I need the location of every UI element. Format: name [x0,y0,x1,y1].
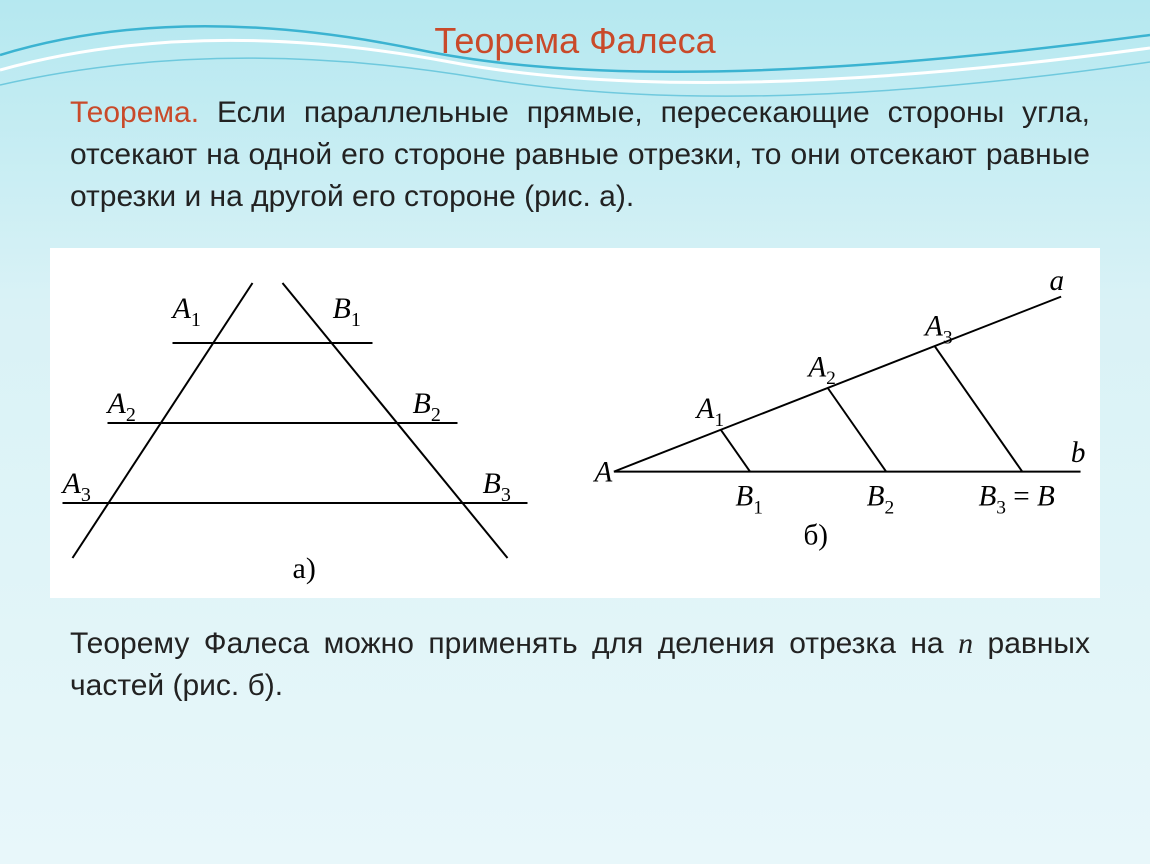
label-A3b: A3 [923,311,953,349]
label-B3-eq-B: B3 = B [978,481,1055,519]
footer-paragraph: Теорему Фалеса можно применять для делен… [0,598,1150,707]
figB-parallel-1 [721,430,750,472]
footer-n: n [958,627,973,660]
label-A3: A3 [61,467,91,506]
figA-side-right [283,283,508,558]
figA-caption: а) [293,552,316,585]
label-B1: B1 [333,292,361,331]
label-ray-a: a [1049,265,1064,297]
figB-parallel-2 [828,388,886,472]
theorem-lead: Теорема. [70,96,199,129]
figB-caption: б) [803,520,828,552]
label-A1b: A1 [695,393,725,431]
theorem-body: Если параллельные прямые, пересекающие с… [70,96,1090,213]
page-title: Теорема Фалеса [0,0,1150,62]
figB-ray-a [614,297,1061,472]
figA-side-left [73,283,253,558]
label-A2: A2 [106,387,136,426]
label-B3: B3 [483,467,511,506]
figure-b: A A1 A2 A3 B1 B2 B3 = B a b б) [575,248,1100,598]
label-A: A [592,456,612,488]
figures-panel: A1 B1 A2 B2 A3 B3 а) A A1 A2 A3 B1 B2 B3 = B a b б) [50,248,1100,598]
label-A2b: A2 [806,351,836,389]
figure-a: A1 B1 A2 B2 A3 B3 а) [50,248,575,598]
figB-parallel-3 [935,346,1023,471]
label-B2: B2 [413,387,441,426]
label-B2b: B2 [867,481,895,519]
label-B1b: B1 [735,481,763,519]
label-A1: A1 [171,292,201,331]
label-ray-b: b [1071,437,1086,469]
footer-pre: Теорему Фалеса можно применять для делен… [70,627,958,660]
theorem-paragraph: Теорема. Если параллельные прямые, перес… [0,62,1150,238]
